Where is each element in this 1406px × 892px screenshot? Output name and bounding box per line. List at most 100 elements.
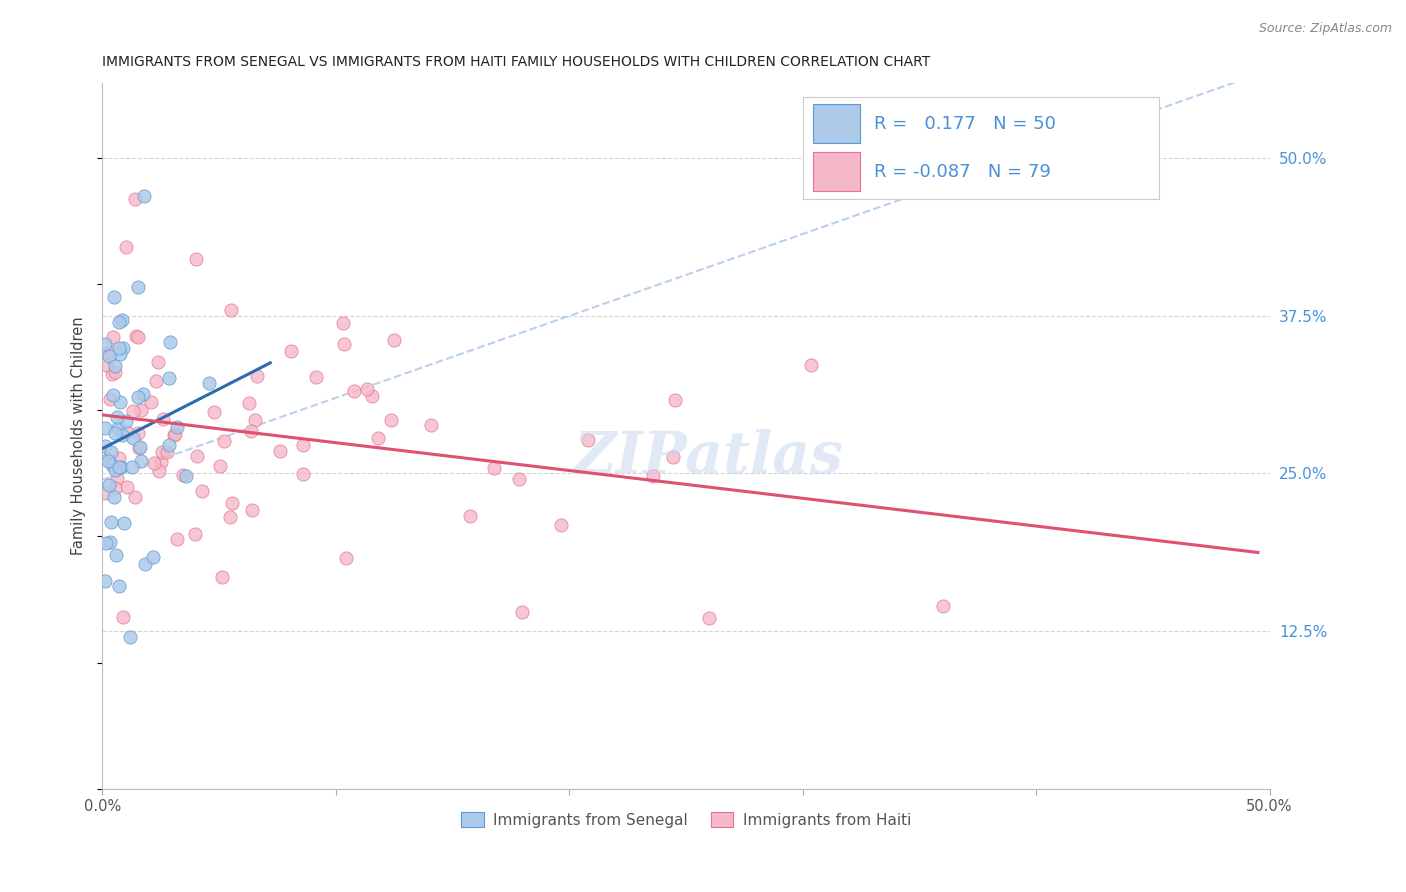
Point [110, 395, 132, 409]
Point [111, 312, 134, 326]
Point [219, 509, 242, 524]
Point [697, 611, 720, 625]
Point [98, 535, 121, 549]
Point [93, 486, 115, 500]
Point [121, 404, 143, 418]
Point [211, 570, 233, 584]
Point [129, 440, 152, 454]
Point [380, 413, 402, 427]
Point [142, 456, 165, 470]
Point [150, 455, 173, 469]
Point [103, 491, 125, 505]
Point [124, 490, 146, 504]
Point [304, 369, 326, 384]
Point [100, 458, 122, 472]
Point [172, 467, 194, 482]
Point [104, 425, 127, 440]
Point [382, 333, 405, 347]
Point [576, 433, 599, 447]
Point [127, 390, 149, 404]
Point [186, 449, 208, 463]
Point [114, 516, 136, 531]
Point [512, 605, 534, 619]
Point [122, 431, 145, 445]
Point [174, 469, 197, 483]
Point [100, 516, 122, 530]
Point [163, 427, 186, 442]
Point [108, 579, 131, 593]
Point [799, 358, 821, 372]
Point [166, 420, 188, 434]
Point [127, 280, 149, 294]
Legend: Immigrants from Senegal, Immigrants from Haiti: Immigrants from Senegal, Immigrants from… [454, 805, 917, 834]
Point [150, 445, 173, 459]
Point [108, 460, 131, 475]
Point [96, 536, 118, 550]
Point [332, 317, 354, 331]
Point [484, 461, 506, 475]
Point [100, 444, 122, 458]
Point [103, 290, 125, 304]
Point [240, 424, 263, 438]
Point [242, 503, 264, 517]
Point [291, 467, 314, 482]
Point [202, 405, 225, 419]
Point [114, 239, 136, 253]
Point [183, 527, 205, 541]
Point [163, 428, 186, 442]
Point [335, 550, 357, 565]
Point [641, 469, 664, 483]
Point [108, 346, 131, 360]
Point [104, 549, 127, 563]
Point [221, 495, 243, 509]
Point [129, 453, 152, 467]
Point [101, 388, 124, 402]
Point [105, 471, 128, 485]
Point [97, 452, 120, 467]
Point [342, 384, 364, 398]
Point [121, 459, 143, 474]
Point [111, 427, 134, 442]
Point [246, 368, 269, 383]
Text: Source: ZipAtlas.com: Source: ZipAtlas.com [1258, 22, 1392, 36]
Point [97, 349, 120, 363]
Point [115, 425, 138, 439]
Point [107, 315, 129, 329]
Point [931, 599, 953, 613]
Point [134, 189, 156, 203]
Point [94, 358, 117, 372]
Point [115, 479, 138, 493]
Point [155, 445, 177, 459]
Point [166, 532, 188, 546]
Point [110, 460, 132, 475]
Point [124, 193, 146, 207]
Point [104, 359, 127, 374]
Point [97, 454, 120, 468]
Point [664, 393, 686, 408]
Point [184, 252, 207, 267]
Point [148, 464, 170, 478]
Point [219, 302, 242, 317]
Point [662, 450, 685, 464]
Point [108, 450, 131, 465]
Point [104, 462, 127, 476]
Point [97, 478, 120, 492]
Point [550, 518, 572, 533]
Point [112, 609, 135, 624]
Point [93, 420, 115, 434]
Point [508, 472, 530, 486]
Point [127, 425, 149, 440]
Point [212, 434, 235, 448]
Point [134, 557, 156, 571]
Point [115, 414, 138, 428]
Y-axis label: Family Households with Children: Family Households with Children [72, 317, 86, 555]
Point [280, 344, 302, 359]
Point [141, 395, 163, 409]
Text: IMMIGRANTS FROM SENEGAL VS IMMIGRANTS FROM HAITI FAMILY HOUSEHOLDS WITH CHILDREN: IMMIGRANTS FROM SENEGAL VS IMMIGRANTS FR… [103, 55, 931, 70]
Point [148, 355, 170, 369]
Point [419, 417, 441, 432]
Point [238, 396, 260, 410]
Point [124, 329, 146, 343]
Point [152, 412, 174, 426]
Point [103, 330, 125, 344]
